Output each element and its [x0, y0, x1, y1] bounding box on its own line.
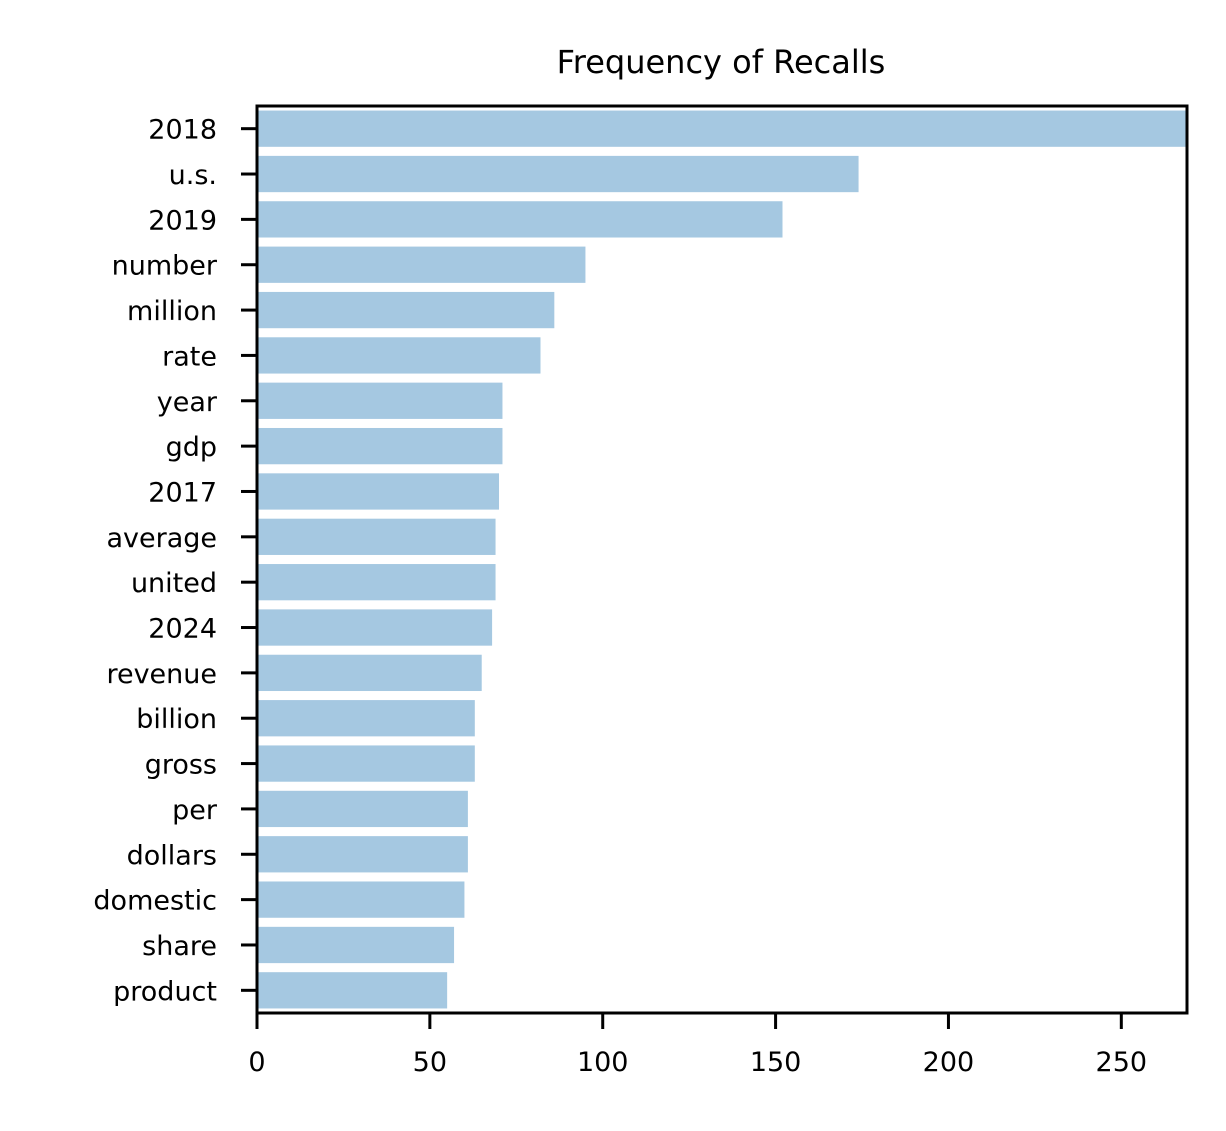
bar-2018 — [257, 110, 1187, 147]
bar-gdp — [257, 427, 503, 465]
x-tick-label: 250 — [1096, 1047, 1148, 1078]
bar-share — [257, 926, 455, 964]
chart-title: Frequency of Recalls — [557, 43, 886, 81]
bar-2017 — [257, 473, 500, 510]
y-tick-label: revenue — [106, 659, 217, 690]
y-tick-label: u.s. — [169, 160, 217, 191]
x-axis-ticks: 0 50 100 150 200 250 — [248, 1013, 1147, 1078]
bar-united — [257, 564, 496, 601]
y-tick-label: billion — [136, 704, 217, 735]
bar-product — [257, 972, 448, 1009]
x-tick-label: 50 — [413, 1047, 447, 1078]
x-tick-label: 150 — [750, 1047, 802, 1078]
bar-dollars — [257, 836, 468, 873]
bar-per — [257, 790, 468, 828]
y-tick-label: domestic — [93, 886, 217, 917]
bar-gross — [257, 745, 475, 782]
y-tick-label: gross — [145, 750, 217, 781]
x-tick-label: 0 — [248, 1047, 265, 1078]
plot-frame — [255, 104, 1189, 1015]
y-tick-label: share — [142, 931, 217, 962]
y-tick-label: united — [131, 568, 217, 599]
y-tick-label: per — [172, 795, 218, 826]
y-tick-label: million — [127, 296, 217, 327]
y-tick-label: 2017 — [148, 477, 217, 508]
bar-year — [257, 382, 503, 419]
x-tick-label: 100 — [577, 1047, 629, 1078]
y-tick-label: 2019 — [148, 205, 217, 236]
y-tick-label: number — [112, 251, 218, 282]
y-tick-label: year — [157, 387, 218, 418]
bar-2019 — [257, 201, 783, 238]
y-tick-label: rate — [162, 341, 217, 372]
y-tick-label: dollars — [127, 840, 217, 871]
bar-u.s. — [257, 155, 859, 193]
y-tick-label: product — [113, 976, 217, 1007]
y-tick-label: average — [106, 523, 217, 554]
y-tick-label: gdp — [166, 432, 217, 463]
bar-revenue — [257, 654, 482, 692]
bar-billion — [257, 700, 475, 737]
bar-million — [257, 291, 555, 329]
x-tick-label: 200 — [923, 1047, 975, 1078]
bar-domestic — [257, 881, 465, 918]
y-tick-label: 2018 — [148, 115, 217, 146]
y-axis-ticks: 2018 u.s. 2019 number million rate year gdp 2017… — [93, 115, 257, 1007]
bar-average — [257, 518, 496, 555]
bars-group — [257, 110, 1187, 1009]
bar-number — [257, 246, 586, 283]
bar-2024 — [257, 609, 493, 646]
bar-rate — [257, 337, 541, 374]
y-tick-label: 2024 — [148, 614, 217, 645]
